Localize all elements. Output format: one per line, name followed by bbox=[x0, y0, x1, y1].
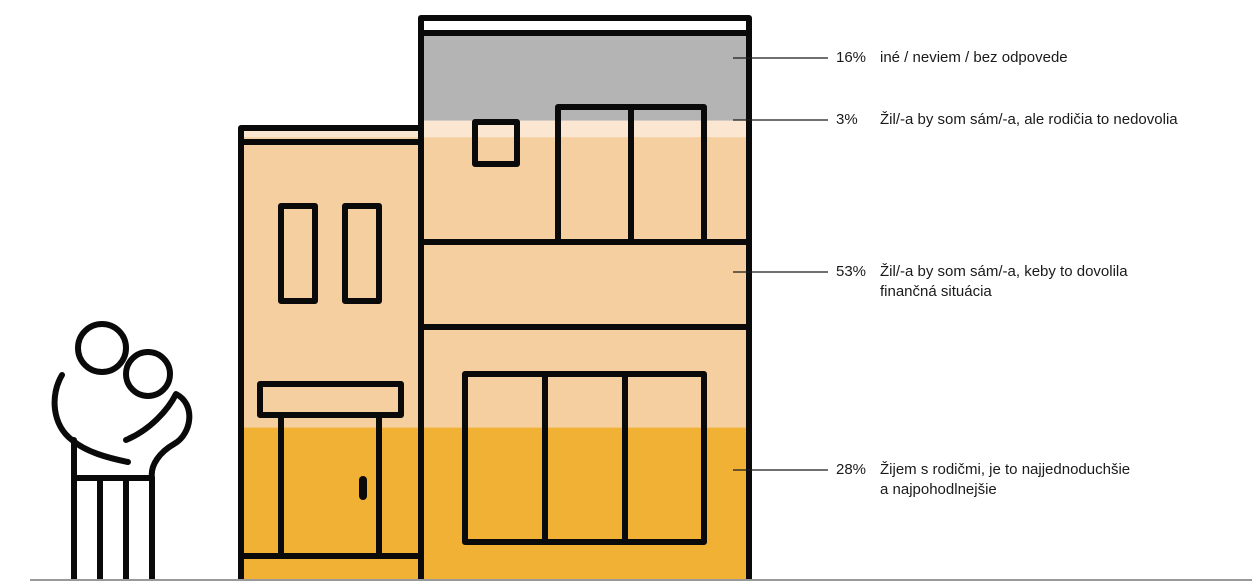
segment-text-line: iné / neviem / bez odpovede bbox=[880, 49, 1068, 66]
window bbox=[342, 203, 382, 304]
segment-percent: 53% bbox=[836, 263, 867, 280]
segment-text-line: Žil/-a by som sám/-a, keby to dovolila bbox=[880, 263, 1128, 280]
door-canopy bbox=[257, 381, 404, 418]
segment-text: Žil/-a by som sám/-a, keby to dovolila fi… bbox=[880, 262, 1128, 302]
segment-label: 3% Žil/-a by som sám/-a, ale rodičia to n… bbox=[836, 110, 1178, 130]
segment-label: 53% Žil/-a by som sám/-a, keby to dovolil… bbox=[836, 262, 1128, 302]
segment-band bbox=[421, 120, 749, 138]
segment-percent: 3% bbox=[836, 111, 858, 128]
segment-band bbox=[241, 128, 421, 138]
adult-body bbox=[51, 372, 155, 581]
segment-label: 16% iné / neviem / bez odpovede bbox=[836, 48, 1068, 68]
segment-band bbox=[421, 427, 749, 581]
segment-text-line: finančná situácia bbox=[880, 283, 992, 300]
segment-fills bbox=[241, 33, 749, 581]
segment-band bbox=[421, 137, 749, 428]
child-head bbox=[123, 349, 173, 399]
segment-text: iné / neviem / bez odpovede bbox=[880, 48, 1068, 68]
segment-percent: 28% bbox=[836, 461, 867, 478]
small-window bbox=[472, 119, 520, 167]
leader-lines bbox=[733, 57, 828, 471]
segment-percent: 16% bbox=[836, 49, 867, 66]
segment-band bbox=[241, 137, 421, 428]
segment-text-line: Žil/-a by som sám/-a, ale rodičia to ned… bbox=[880, 111, 1178, 128]
building-outlines bbox=[238, 15, 752, 581]
segment-text: Žil/-a by som sám/-a, ale rodičia to ned… bbox=[880, 110, 1178, 130]
segment-text-line: a najpohodlnejšie bbox=[880, 481, 997, 498]
child-body bbox=[123, 391, 193, 581]
segment-label: 28% Žijem s rodičmi, je to najjednoduchši… bbox=[836, 460, 1130, 500]
window bbox=[278, 203, 318, 304]
short-building-frame bbox=[238, 125, 424, 581]
segment-text-line: Žijem s rodičmi, je to najjednoduchšie bbox=[880, 461, 1131, 478]
people-icon bbox=[51, 321, 193, 581]
segment-text: Žijem s rodičmi, je to najjednoduchšie a … bbox=[880, 460, 1130, 500]
lower-window bbox=[462, 371, 707, 545]
adult-head bbox=[75, 321, 129, 375]
